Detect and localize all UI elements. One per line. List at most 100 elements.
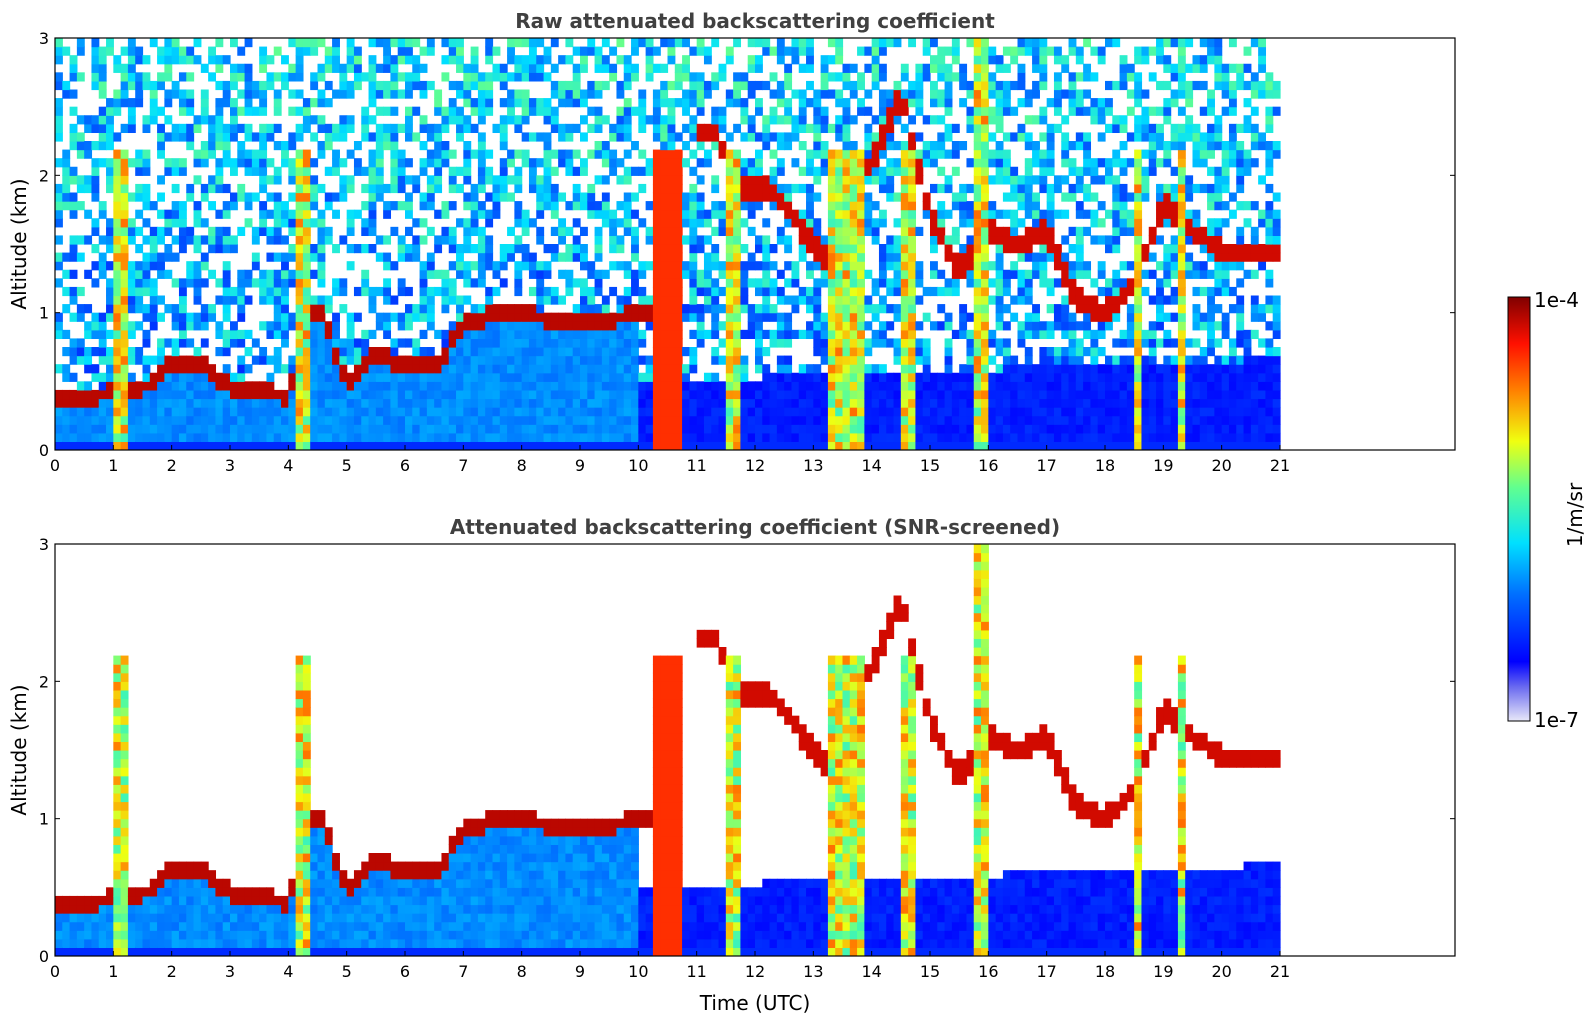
raw-heatmap-cell (711, 407, 720, 417)
raw-heatmap-cell (638, 407, 647, 417)
raw-heatmap-cell (922, 115, 931, 125)
raw-heatmap-cell (76, 72, 85, 82)
raw-heatmap-cell (106, 295, 114, 305)
raw-heatmap-cell (813, 441, 822, 450)
raw-heatmap-cell (485, 347, 494, 357)
raw-heatmap-cell (324, 98, 333, 108)
raw-heatmap-cell (558, 80, 567, 91)
raw-heatmap-cell (368, 415, 377, 425)
raw-heatmap-cell (84, 355, 93, 365)
raw-heatmap-cell (550, 295, 559, 305)
raw-heatmap-cell (842, 72, 851, 82)
raw-heatmap-cell (521, 407, 530, 417)
raw-heatmap-cell (703, 286, 712, 297)
raw-heatmap-cell (171, 55, 180, 65)
raw-heatmap-cell (302, 432, 311, 443)
raw-heatmap-cell (383, 312, 392, 322)
raw-heatmap-cell (1105, 424, 1113, 434)
raw-heatmap-cell (922, 72, 931, 82)
raw-heatmap-cell (84, 149, 93, 159)
raw-heatmap-cell (660, 364, 669, 374)
raw-heatmap-cell (893, 269, 902, 279)
raw-heatmap-cell (84, 269, 93, 279)
raw-heatmap-cell (1119, 381, 1128, 391)
raw-heatmap-cell (1017, 295, 1026, 305)
raw-heatmap-cell (733, 372, 742, 382)
raw-heatmap-cell (1119, 55, 1128, 65)
raw-heatmap-cell (776, 80, 785, 91)
raw-heatmap-cell (915, 226, 924, 237)
raw-heatmap-cell (973, 183, 982, 194)
raw-heatmap-cell (405, 89, 413, 99)
raw-heatmap-cell (689, 304, 698, 314)
raw-heatmap-cell (886, 441, 895, 450)
raw-heatmap-cell (842, 261, 851, 271)
raw-heatmap-cell (91, 72, 100, 82)
raw-heatmap-cell (521, 432, 530, 443)
raw-heatmap-cell (1141, 183, 1150, 194)
raw-heatmap-cell (200, 261, 209, 271)
raw-heatmap-cell (69, 89, 78, 99)
raw-heatmap-cell (755, 158, 763, 168)
raw-heatmap-cell (908, 398, 917, 408)
raw-heatmap-cell (339, 158, 348, 168)
raw-heatmap-cell (463, 432, 472, 443)
raw-heatmap-cell (718, 269, 727, 279)
raw-heatmap-cell (776, 235, 785, 245)
raw-heatmap-cell (222, 158, 231, 168)
raw-heatmap-cell (718, 424, 727, 434)
raw-heatmap-cell (448, 46, 457, 56)
raw-heatmap-cell (864, 398, 873, 408)
raw-heatmap-cell (375, 355, 384, 365)
raw-heatmap-cell (434, 407, 443, 417)
raw-heatmap-cell (1119, 183, 1128, 194)
raw-heatmap-cell (120, 218, 129, 228)
raw-heatmap-cell (616, 329, 625, 340)
raw-heatmap-cell (959, 98, 968, 108)
raw-heatmap-cell (127, 55, 136, 65)
raw-heatmap-cell (1141, 329, 1150, 340)
raw-heatmap-cell (397, 415, 406, 425)
raw-heatmap-cell (981, 304, 989, 314)
raw-heatmap-cell (623, 55, 632, 65)
raw-heatmap-cell (69, 201, 78, 211)
raw-heatmap-cell (288, 89, 297, 99)
raw-heatmap-cell (755, 381, 763, 391)
raw-heatmap-cell (383, 183, 392, 194)
raw-heatmap-cell (310, 389, 319, 400)
raw-heatmap-cell (1126, 312, 1135, 322)
raw-heatmap-cell (733, 278, 742, 288)
raw-heatmap-cell (922, 46, 931, 56)
raw-heatmap-cell (1002, 244, 1011, 254)
raw-heatmap-cell (565, 389, 574, 400)
raw-heatmap-cell (295, 166, 304, 176)
raw-heatmap-cell (353, 72, 362, 82)
raw-heatmap-cell (951, 123, 960, 134)
raw-heatmap-cell (966, 123, 975, 134)
raw-heatmap-cell (142, 261, 151, 271)
raw-heatmap-cell (900, 415, 909, 425)
raw-heatmap-cell (222, 269, 231, 279)
raw-heatmap-cell (1061, 329, 1070, 340)
raw-heatmap-cell (1039, 175, 1048, 185)
raw-heatmap-cell (674, 158, 683, 168)
raw-heatmap-cell (120, 338, 129, 348)
raw-heatmap-cell (514, 183, 523, 194)
raw-heatmap-cell (266, 226, 275, 237)
raw-heatmap-cell (434, 372, 443, 382)
raw-heatmap-cell (711, 80, 720, 91)
raw-heatmap-cell (208, 55, 217, 65)
raw-heatmap-cell (463, 424, 472, 434)
raw-heatmap-cell (332, 192, 340, 202)
raw-heatmap-cell (164, 355, 173, 365)
raw-heatmap-cell (733, 312, 742, 322)
raw-heatmap-cell (842, 166, 851, 176)
raw-heatmap-cell (660, 407, 669, 417)
raw-heatmap-cell (346, 63, 355, 73)
raw-heatmap-cell (324, 415, 333, 425)
raw-heatmap-cell (1075, 441, 1084, 450)
raw-heatmap-cell (485, 415, 494, 425)
raw-heatmap-cell (485, 295, 494, 305)
raw-heatmap-cell (900, 321, 909, 331)
raw-heatmap-cell (703, 424, 712, 434)
